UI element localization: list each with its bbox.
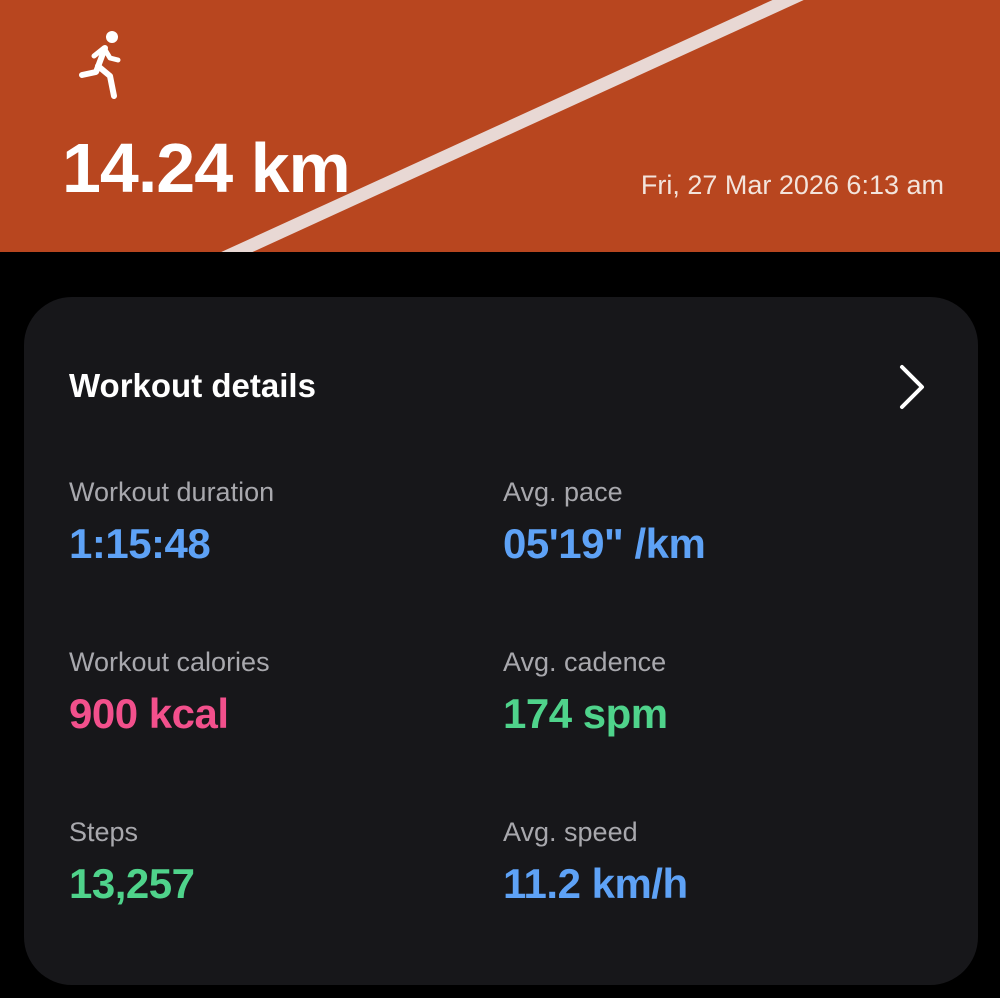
metric-label: Avg. speed <box>503 817 638 847</box>
metric-value: 900 kcal <box>69 690 229 737</box>
metric-label: Avg. pace <box>503 477 623 507</box>
metric-avg-pace: Avg. pace 05'19" /km <box>503 477 923 568</box>
metric-label: Avg. cadence <box>503 647 667 677</box>
metric-avg-cadence: Avg. cadence 174 spm <box>503 647 923 738</box>
metric-value: 1:15:48 <box>69 520 211 567</box>
metric-workout-duration: Workout duration 1:15:48 <box>69 477 489 568</box>
metric-value: 174 spm <box>503 690 668 737</box>
workout-details-card[interactable]: Workout details Workout duration 1:15:48… <box>24 297 978 985</box>
workout-distance: 14.24 km <box>62 129 351 207</box>
card-title: Workout details <box>69 367 316 404</box>
metric-value: 13,257 <box>69 860 195 907</box>
metric-label: Workout calories <box>69 647 270 677</box>
metric-label: Steps <box>69 817 139 847</box>
metric-value: 05'19" /km <box>503 520 706 567</box>
workout-datetime: Fri, 27 Mar 2026 6:13 am <box>640 170 944 200</box>
track-lane-line <box>221 0 804 252</box>
metric-label: Workout duration <box>69 477 275 507</box>
metric-avg-speed: Avg. speed 11.2 km/h <box>503 817 923 908</box>
metric-workout-calories: Workout calories 900 kcal <box>69 647 489 738</box>
workout-header: 14.24 km Fri, 27 Mar 2026 6:13 am <box>0 0 1000 252</box>
chevron-right-icon[interactable] <box>896 363 930 411</box>
running-person-icon <box>79 31 121 99</box>
metric-value: 11.2 km/h <box>503 860 688 907</box>
metric-steps: Steps 13,257 <box>69 817 489 908</box>
